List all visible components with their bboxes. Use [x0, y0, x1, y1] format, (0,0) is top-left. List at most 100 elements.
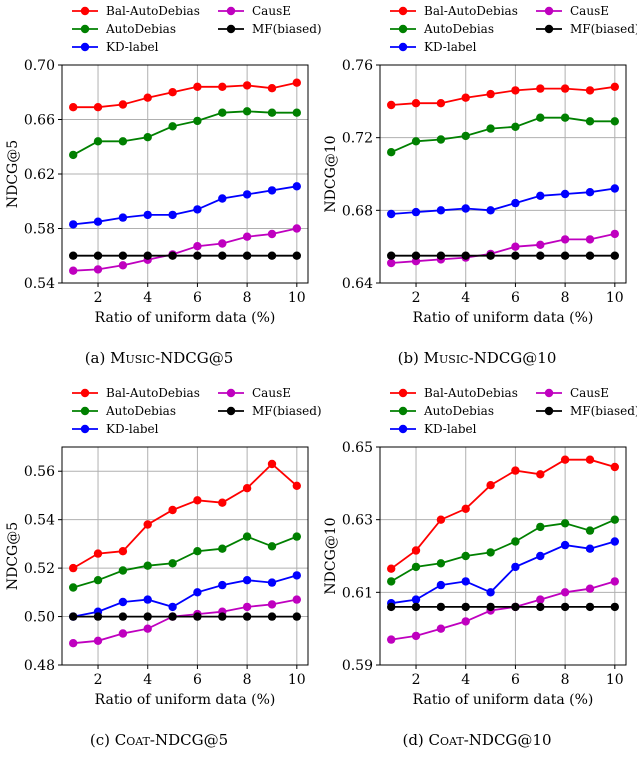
x-tick-label: 8	[243, 672, 252, 688]
caption-dataset: Music	[424, 349, 469, 367]
data-point	[118, 213, 128, 222]
caption-metric: -NDCG@10	[464, 731, 552, 749]
data-point	[118, 566, 128, 575]
data-point	[387, 148, 396, 157]
legend-marker	[544, 388, 554, 398]
data-point	[511, 466, 520, 475]
data-point	[536, 251, 545, 260]
data-point	[193, 251, 202, 260]
legend: Bal-AutoDebias AutoDebias KD-label CausE MF(…	[72, 4, 322, 54]
data-point	[411, 207, 421, 217]
data-point	[411, 251, 421, 260]
data-point	[387, 258, 396, 268]
legend-item: CausE	[536, 386, 609, 400]
data-point	[118, 612, 128, 621]
data-point	[218, 580, 227, 590]
legend-item: AutoDebias	[390, 22, 494, 36]
data-point	[536, 470, 545, 479]
legend-marker	[80, 42, 90, 52]
data-point	[242, 612, 252, 621]
data-point	[387, 577, 396, 586]
data-point	[560, 113, 570, 122]
series-mf-biased-	[69, 612, 301, 621]
legend-item: KD-label	[72, 40, 159, 54]
series-line	[72, 110, 297, 156]
data-point	[585, 526, 595, 535]
x-axis-label: Ratio of uniform data (%)	[413, 692, 594, 708]
legend-marker	[226, 24, 236, 34]
data-point	[143, 210, 152, 220]
data-point	[168, 122, 177, 131]
series-line	[72, 535, 298, 589]
data-point	[193, 82, 202, 92]
y-tick-label: 0.61	[342, 585, 373, 601]
series-cause	[387, 577, 619, 644]
data-point	[436, 580, 446, 590]
series-line	[73, 598, 297, 645]
data-point	[93, 612, 103, 621]
data-point	[387, 564, 396, 573]
x-axis-label: Ratio of uniform data (%)	[413, 310, 594, 326]
caption-prefix: (b)	[398, 349, 424, 367]
data-point	[168, 210, 177, 220]
y-tick-label: 0.63	[342, 513, 373, 529]
data-point	[118, 100, 128, 109]
data-point	[486, 206, 495, 215]
data-point	[93, 636, 103, 645]
data-point	[69, 612, 78, 621]
legend-label: AutoDebias	[423, 22, 494, 36]
legend-marker	[398, 406, 408, 416]
data-point	[242, 190, 252, 199]
data-point	[610, 462, 619, 472]
chart-panel-1: 2 4 6 8 10 0.54 0.58 0.62 0.66 0.70 Ratio of unifo…	[5, 4, 322, 367]
y-tick-label: 0.59	[342, 658, 373, 674]
data-point	[292, 224, 301, 233]
data-point	[143, 595, 152, 604]
x-tick-label: 10	[288, 672, 306, 688]
data-point	[69, 150, 78, 160]
data-point	[242, 576, 252, 585]
legend-item: AutoDebias	[390, 404, 494, 418]
data-point	[118, 547, 128, 556]
plot-frame	[379, 446, 627, 666]
series-line	[390, 518, 616, 583]
data-point	[461, 602, 470, 612]
data-point	[242, 107, 252, 116]
caption-prefix: (a)	[85, 349, 110, 367]
legend-label: MF(biased)	[570, 22, 637, 36]
chart-panel-3: 2 4 6 8 10 0.48 0.50 0.52 0.54 0.56 Ratio of unifo…	[5, 386, 322, 749]
data-point	[168, 88, 177, 97]
y-tick-label: 0.56	[24, 464, 55, 480]
data-point	[93, 217, 103, 226]
x-tick-label: 4	[143, 290, 152, 306]
legend-label: CausE	[570, 4, 609, 18]
legend-item: Bal-AutoDebias	[72, 386, 200, 400]
legend-label: KD-label	[106, 422, 159, 436]
legend-label: AutoDebias	[105, 22, 176, 36]
plot-frame	[61, 446, 309, 666]
data-point	[511, 242, 520, 251]
data-point	[292, 78, 301, 87]
series-bal-autodebias	[69, 78, 301, 112]
data-point	[585, 235, 595, 244]
legend-item: KD-label	[390, 40, 477, 54]
series-line	[391, 187, 615, 215]
series-mf-biased-	[387, 251, 619, 260]
data-point	[560, 235, 570, 244]
series-autodebias	[69, 532, 301, 592]
series-autodebias	[387, 515, 619, 586]
data-point	[461, 504, 470, 513]
legend-marker	[398, 6, 408, 16]
data-point	[143, 612, 152, 621]
caption-metric: -NDCG@5	[155, 349, 233, 367]
data-point	[461, 617, 470, 626]
series-autodebias	[387, 113, 619, 157]
data-point	[93, 549, 103, 558]
data-point	[193, 242, 202, 251]
panel-caption: (c) Coat-NDCG@5	[90, 731, 228, 749]
data-point	[242, 251, 252, 260]
y-tick-label: 0.62	[24, 167, 55, 183]
data-point	[511, 537, 520, 546]
legend-item: MF(biased)	[536, 404, 637, 418]
legend: Bal-AutoDebias AutoDebias KD-label CausE MF(…	[390, 4, 637, 54]
